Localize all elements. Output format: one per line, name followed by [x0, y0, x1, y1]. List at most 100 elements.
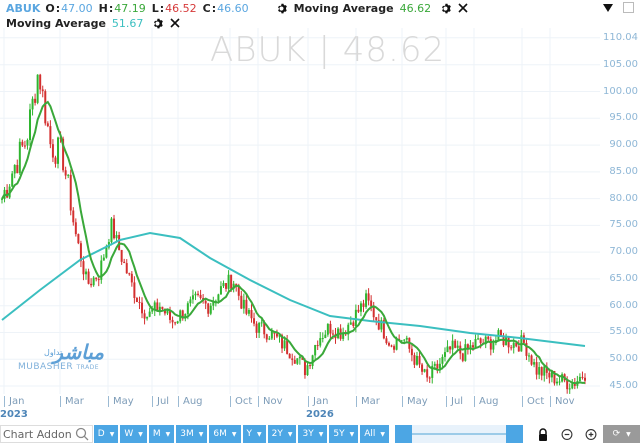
y-tick-label: 65.00 — [609, 272, 638, 284]
low-value: 46.52 — [165, 1, 197, 15]
ma-long-value: 51.67 — [111, 16, 144, 30]
logo-arabic: مباشر — [53, 340, 104, 364]
y-tick-label: 95.00 — [609, 112, 638, 124]
x-tick-label: Jul — [152, 396, 169, 407]
range-slider[interactable] — [395, 425, 524, 443]
x-tick-label: Oct — [522, 396, 544, 407]
close-label: C — [202, 1, 211, 15]
colon: : — [55, 1, 61, 15]
zoom-in-icon[interactable] — [585, 428, 597, 441]
y-tick-label: 70.00 — [609, 246, 638, 258]
period-label: 3Y — [302, 429, 314, 439]
period-button-y[interactable]: Y ▼ — [242, 425, 266, 443]
open-value: 47.00 — [61, 1, 93, 15]
period-button-d[interactable]: D ▼ — [93, 425, 119, 443]
zoom-out-icon[interactable] — [561, 428, 573, 441]
period-label: D — [97, 429, 105, 439]
watermark: ABUK | 48.62 — [210, 30, 446, 70]
x-tick-label: May — [402, 396, 428, 407]
logo-english-text: MUBASHER — [18, 362, 74, 372]
symbol-label: ABUK — [6, 1, 41, 15]
y-tick-label: 85.00 — [609, 165, 638, 177]
period-button-2y[interactable]: 2Y ▼ — [267, 425, 297, 443]
period-button-3y[interactable]: 3Y ▼ — [298, 425, 328, 443]
y-tick-label: 105.00 — [603, 58, 638, 70]
chevron-down-icon: ▼ — [380, 430, 385, 438]
high-value: 47.19 — [114, 1, 146, 15]
colon: : — [159, 1, 165, 15]
y-tick-label: 90.00 — [609, 139, 638, 151]
period-button-all[interactable]: All ▼ — [360, 425, 389, 443]
y-axis: 110.04 105.00 100.00 95.00 90.00 85.00 80.00 75… — [603, 0, 640, 400]
bottom-toolbar: Chart Addon D ▼ W ▼ M ▼ 3M ▼ 6M ▼ Y ▼ 2Y ▼ 3Y ▼ 5Y ▼ All ▼ … — [0, 425, 640, 443]
mubasher-logo: مباشر تداول MUBASHER TRADE — [18, 340, 108, 380]
range-handle-left[interactable] — [395, 425, 412, 443]
x-tick-label: Oct — [230, 396, 252, 407]
y-tick-label: 100.00 — [603, 85, 638, 97]
logo-english-small: TRADE — [76, 364, 100, 371]
y-tick-label: 110.04 — [603, 31, 638, 43]
x-year-label: 2026 — [306, 409, 334, 420]
chevron-down-icon: ▼ — [349, 430, 355, 438]
chevron-down-icon: ▼ — [287, 430, 293, 438]
gear-icon[interactable] — [153, 18, 164, 29]
lock-icon[interactable] — [537, 427, 549, 441]
y-tick-label: 50.00 — [609, 353, 638, 365]
high-label: H — [98, 1, 108, 15]
collapse-triangle-icon[interactable] — [603, 3, 613, 12]
close-icon[interactable] — [458, 3, 468, 13]
period-label: M — [152, 429, 161, 439]
chart-addon-placeholder: Chart Addon — [3, 427, 72, 441]
ohlc-legend: ABUK O : 47.00 H : 47.19 L : 46.52 C : 4… — [6, 0, 482, 16]
period-label: W — [124, 429, 134, 439]
price-chart[interactable] — [0, 28, 640, 398]
x-axis: Jan Mar May Jul Aug Oct Nov Jan Mar May Jul Aug Oct N… — [0, 394, 600, 424]
x-tick-label: Nov — [258, 396, 283, 407]
period-label: 2Y — [271, 429, 283, 439]
search-icon[interactable] — [75, 427, 89, 441]
y-tick-label: 75.00 — [609, 219, 638, 231]
period-button-3m[interactable]: 3M ▼ — [176, 425, 208, 443]
x-year-label: 2023 — [0, 409, 28, 420]
range-track — [412, 433, 507, 435]
period-label: All — [364, 429, 376, 439]
x-tick-label: Mar — [60, 396, 84, 407]
period-button-m[interactable]: M ▼ — [148, 425, 175, 443]
x-tick-label: Nov — [550, 396, 575, 407]
x-tick-label: Aug — [178, 396, 203, 407]
ma-short-line — [1, 100, 585, 385]
chevron-down-icon: ▼ — [318, 430, 324, 438]
gear-icon[interactable] — [441, 3, 452, 14]
close-value: 46.60 — [217, 1, 249, 15]
period-button-w[interactable]: W ▼ — [120, 425, 147, 443]
period-button-6m[interactable]: 6M ▼ — [209, 425, 241, 443]
y-tick-label: 80.00 — [609, 192, 638, 204]
period-button-5y[interactable]: 5Y ▼ — [329, 425, 359, 443]
logo-arabic-small: تداول — [44, 348, 63, 357]
chevron-down-icon: ▼ — [257, 430, 262, 438]
chart-addon-search[interactable]: Chart Addon — [0, 425, 93, 443]
x-tick-label: Jan — [308, 396, 328, 407]
chevron-down-icon: ▼ — [626, 430, 631, 438]
ma-short-value: 46.62 — [399, 1, 432, 15]
x-tick-label: Mar — [356, 396, 380, 407]
period-label: 3M — [180, 429, 194, 439]
period-label: Y — [246, 429, 253, 439]
logo-english: MUBASHER TRADE — [18, 362, 99, 372]
open-label: O — [45, 1, 55, 15]
y-tick-label: 60.00 — [609, 299, 638, 311]
refresh-icon: ⟳ — [612, 429, 621, 439]
chevron-down-icon: ▼ — [198, 430, 204, 438]
x-tick-label: Aug — [474, 396, 499, 407]
close-icon[interactable] — [170, 18, 180, 28]
colon: : — [108, 1, 114, 15]
chevron-down-icon: ▼ — [231, 430, 237, 438]
range-handle-right[interactable] — [506, 425, 524, 443]
ma-legend: Moving Average 51.67 — [6, 15, 194, 31]
gear-icon[interactable] — [277, 3, 288, 14]
refresh-dropdown[interactable]: ⟳ ▼ — [603, 425, 640, 443]
chart-tools — [537, 427, 597, 441]
chevron-down-icon: ▼ — [165, 430, 171, 438]
maximize-icon[interactable] — [623, 2, 634, 13]
